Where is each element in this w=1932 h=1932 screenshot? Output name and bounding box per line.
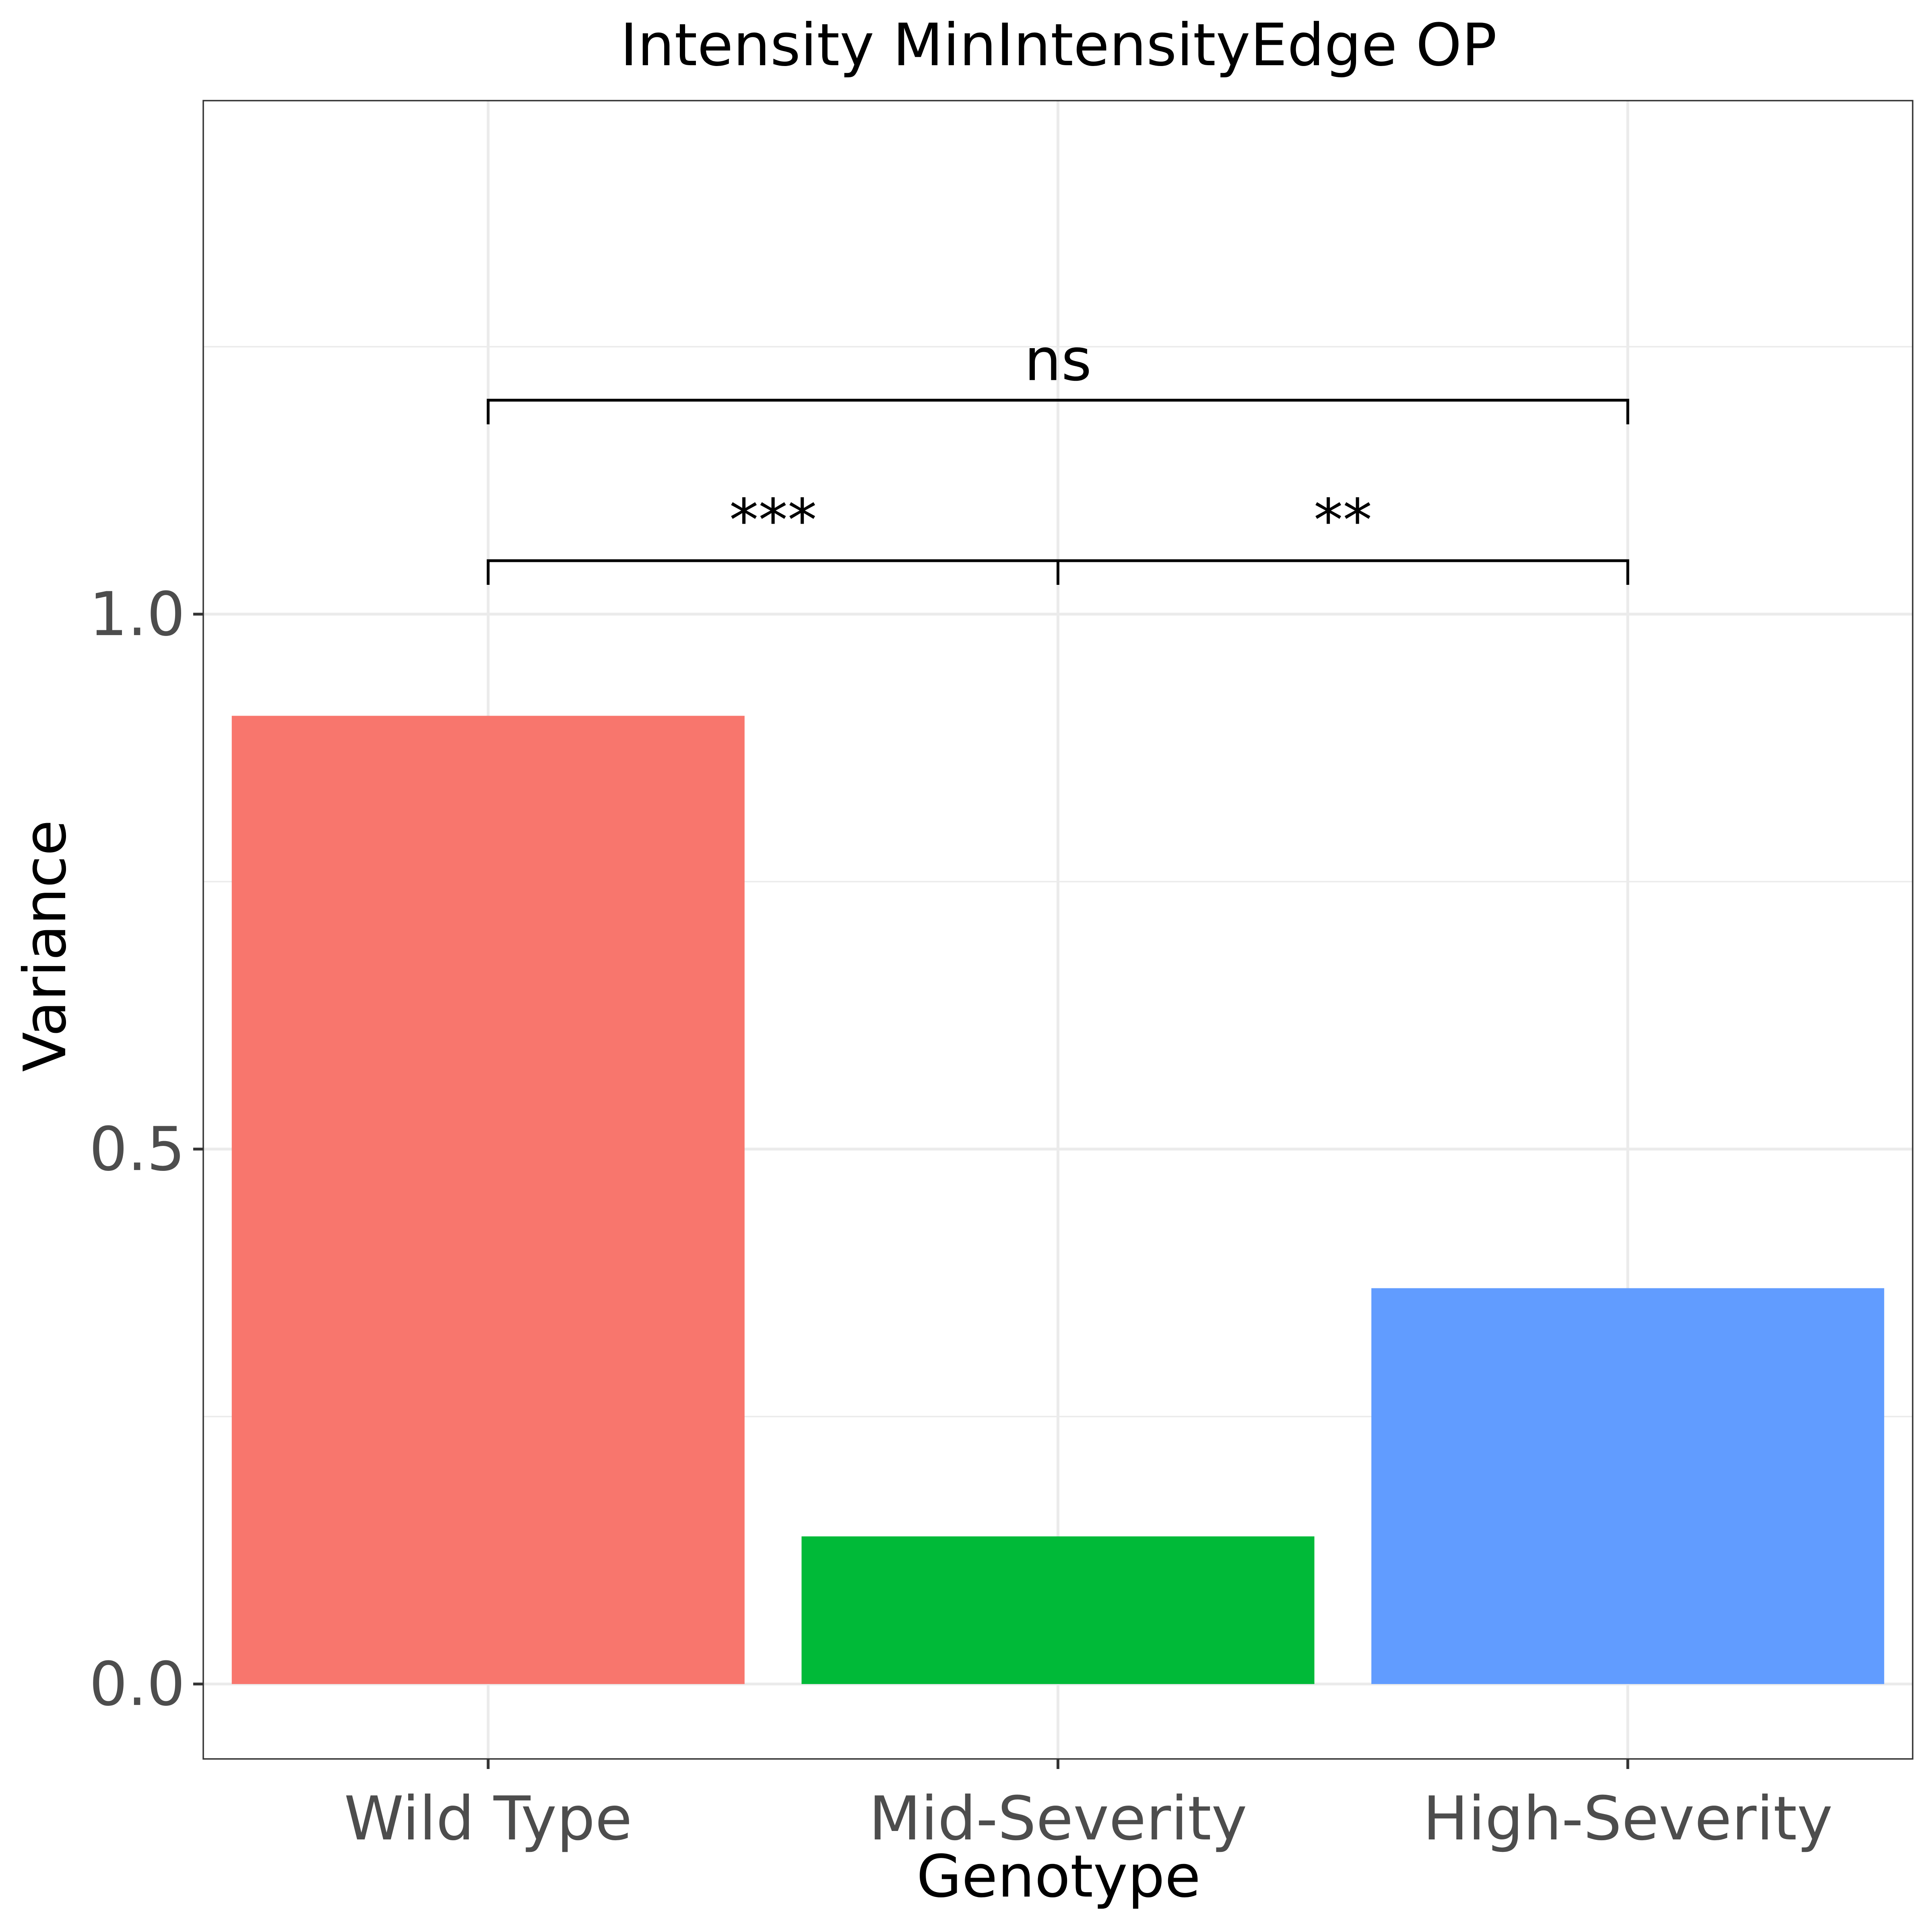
x-tick-label: High-Severity (1423, 1784, 1833, 1854)
bars (231, 716, 1885, 1684)
bar-mid-severity (801, 1536, 1315, 1684)
significance-bracket (1057, 559, 1629, 585)
bar-high-severity (1371, 1288, 1885, 1684)
y-tick-label: 0.0 (89, 1649, 185, 1719)
significance-label: *** (729, 487, 817, 555)
axes: 0.0 0.5 1.0 Wild Type Mid-Severity High-Sever… (89, 580, 1833, 1854)
significance-label: ns (1024, 326, 1092, 394)
x-tick-label: Mid-Severity (869, 1784, 1247, 1854)
significance-annotations: *** **ns (487, 326, 1629, 585)
y-tick-label: 0.5 (89, 1115, 185, 1185)
chart-title: Intensity MinIntensityEdge OP (620, 11, 1497, 79)
y-tick-label: 1.0 (89, 580, 185, 650)
x-tick-label: Wild Type (344, 1784, 632, 1854)
y-axis-title: Variance (11, 820, 79, 1072)
x-axis-title: Genotype (916, 1843, 1201, 1911)
bar-wild-type (231, 716, 745, 1684)
significance-label: ** (1314, 487, 1372, 555)
significance-bracket (487, 398, 1629, 425)
